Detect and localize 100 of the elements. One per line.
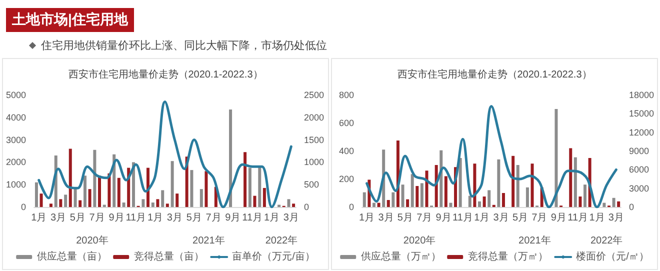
bar [142,199,145,207]
bar [526,187,529,207]
bar [458,158,462,207]
x-tick-label: 1月 [474,212,490,224]
bar [253,196,256,207]
bar [372,202,376,207]
bar [156,199,160,207]
bar [68,148,72,207]
x-tick-label: 9月 [550,212,566,224]
y2-tick-label: 0 [304,202,310,212]
y-tick-label: 0 [348,202,354,212]
x-tick-label: 5月 [70,212,86,224]
bar [122,202,126,207]
bar [292,204,296,207]
y-tick-label: 600 [338,118,354,128]
bar [40,194,43,207]
x-tick-label: 1月 [148,212,164,224]
bar [78,200,82,207]
bar [151,202,154,207]
bar [617,201,620,207]
text: 住宅用地供销量价环比上涨、同比大幅下降，市场仍处低位 [41,38,327,53]
bar [161,190,164,207]
bar [569,148,572,207]
x-tick-label: 3月 [283,212,299,224]
x-tick-label: 5月 [512,212,528,224]
x-tick-label: 1月 [264,212,280,224]
bar [554,109,558,207]
y2-tick-label: 15000 [628,108,654,119]
bar [516,165,520,207]
line-series [38,100,292,208]
bar [98,176,101,207]
bar [229,110,232,207]
x-tick-label: 11月 [452,212,473,224]
x-tick-label: 7月 [89,212,105,224]
x-tick-label: 1月 [589,212,605,224]
y-tick-label: 2000 [6,157,26,168]
bar [64,194,68,207]
bar [190,170,194,207]
y-tick-label: 4000 [6,112,26,122]
bar [401,184,404,207]
bar [386,200,390,207]
text: 2022年 [590,234,623,246]
bar [473,164,476,207]
bar [497,159,500,207]
x-tick-label: 1月 [31,212,47,224]
bar [244,152,247,207]
bar [170,161,174,207]
y2-tick-label: 2000 [304,112,324,122]
x-tick-label: 5月 [186,212,202,224]
bar [530,164,534,207]
y-tick-label: 800 [338,90,354,100]
bar [468,196,472,207]
text: 2021年 [518,234,551,246]
legend-label: 供应总量（万㎡） [361,250,442,262]
y-tick-label: 400 [338,146,354,156]
y2-tick-label: 9000 [628,146,650,156]
x-tick-label: 3月 [378,212,394,224]
bar [584,184,587,207]
text: 2020年 [403,234,436,246]
y2-tick-label: 1500 [304,134,324,145]
legend-label: 供应总量（亩） [37,250,108,262]
chart-title: 西安市住宅用地量价走势（2020.1-2022.3） [397,68,592,80]
bar [258,166,262,207]
bar [444,176,448,207]
legend-label: 竞得总量（亩） [134,250,204,262]
bar [59,199,62,207]
bar [204,171,208,207]
x-tick-label: 3月 [50,212,66,224]
x-tick-label: 9月 [436,212,452,224]
bar [512,156,515,207]
bar [362,192,366,207]
y2-tick-label: 2500 [304,90,324,100]
x-tick-label: 7月 [416,212,432,224]
bar [176,194,179,207]
bar [449,202,452,207]
y2-tick-label: 3000 [628,183,650,194]
x-tick-label: 11月 [568,212,588,224]
y2-tick-label: 0 [628,202,634,212]
x-tick-label: 9月 [225,212,241,224]
x-tick-label: 11月 [126,212,146,224]
line-series [366,104,618,208]
x-tick-label: 7月 [532,212,548,224]
bar [88,189,92,207]
y2-tick-label: 18000 [628,90,654,100]
text: 2021年 [192,234,225,246]
x-tick-label: 5月 [397,212,413,224]
x-tick-label: 1月 [359,212,375,224]
bar [117,178,120,207]
bar [392,192,395,207]
bar [262,188,266,207]
y2-tick-label: 12000 [628,127,654,138]
bar [377,202,380,207]
x-tick-label: 9月 [108,212,124,224]
y-tick-label: 1000 [6,180,26,190]
bar [248,168,252,207]
bar [93,150,96,207]
x-tick-label: 3月 [166,212,182,224]
x-tick-label: 11月 [242,212,263,224]
y-tick-label: 3000 [6,134,26,145]
chart-title: 西安市住宅用地量价走势（2020.1-2022.3） [68,68,263,80]
